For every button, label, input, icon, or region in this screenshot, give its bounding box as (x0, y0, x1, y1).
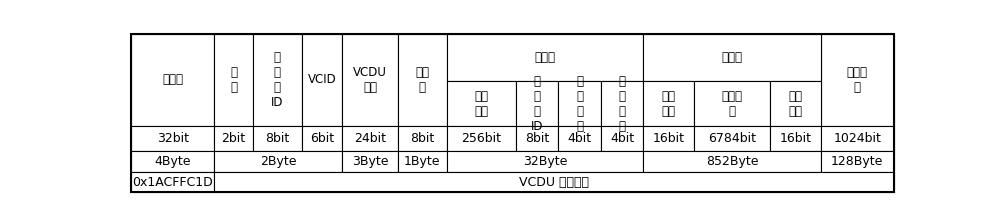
Text: 16bit: 16bit (653, 132, 685, 145)
Bar (770, 126, 821, 151)
Text: 128Byte: 128Byte (831, 155, 883, 168)
Bar (398, 151, 447, 172)
Text: 编码校
验: 编码校 验 (847, 66, 868, 94)
Text: 同步头: 同步头 (162, 73, 183, 86)
Text: 4bit: 4bit (610, 132, 634, 145)
Bar (398, 34, 447, 126)
Text: 版
本: 版 本 (230, 66, 237, 94)
Bar (131, 34, 214, 126)
Text: 插入域: 插入域 (534, 51, 555, 64)
Bar (821, 126, 894, 151)
Text: 3Byte: 3Byte (352, 155, 388, 168)
Bar (821, 34, 894, 126)
Bar (770, 81, 821, 126)
Text: 6784bit: 6784bit (708, 132, 756, 145)
Text: 数据区: 数据区 (722, 51, 743, 64)
Bar (131, 151, 214, 172)
Bar (643, 151, 821, 172)
Text: 0x1ACFFC1D: 0x1ACFFC1D (132, 176, 213, 189)
Bar (214, 34, 253, 126)
Text: 4bit: 4bit (567, 132, 591, 145)
Bar (694, 126, 770, 151)
Bar (131, 126, 214, 151)
Bar (516, 81, 558, 126)
Text: 8bit: 8bit (525, 132, 549, 145)
Bar (643, 126, 694, 151)
Bar (342, 34, 398, 126)
Text: 24bit: 24bit (354, 132, 386, 145)
Bar (643, 34, 821, 81)
Text: 852Byte: 852Byte (706, 155, 758, 168)
Text: 32bit: 32bit (157, 132, 189, 145)
Bar (398, 126, 447, 151)
Text: 源
卫
星
ID: 源 卫 星 ID (271, 51, 283, 109)
Text: 16bit: 16bit (779, 132, 811, 145)
Bar (214, 151, 342, 172)
Text: VCDU
计数: VCDU 计数 (353, 66, 387, 94)
Text: 8bit: 8bit (410, 132, 434, 145)
Text: 生
命
周
期: 生 命 周 期 (619, 75, 626, 133)
Text: 导头
指针: 导头 指针 (662, 90, 676, 118)
Text: 256bit: 256bit (461, 132, 501, 145)
Bar (558, 126, 601, 151)
Text: 1Byte: 1Byte (404, 155, 440, 168)
Text: 32Byte: 32Byte (523, 155, 567, 168)
Bar (214, 126, 253, 151)
Bar (643, 81, 694, 126)
Bar (302, 34, 342, 126)
Text: VCID: VCID (307, 73, 336, 86)
Bar (516, 126, 558, 151)
Bar (253, 34, 302, 126)
Text: 8bit: 8bit (265, 132, 289, 145)
Text: VCDU 数据单元: VCDU 数据单元 (519, 176, 589, 189)
Text: 4Byte: 4Byte (155, 155, 191, 168)
Bar (342, 151, 398, 172)
Bar (214, 172, 894, 192)
Bar (694, 81, 770, 126)
Text: 目
标
星
ID: 目 标 星 ID (531, 75, 543, 133)
Bar (253, 126, 302, 151)
Bar (447, 81, 516, 126)
Text: 有效数
据: 有效数 据 (722, 90, 743, 118)
Text: 信号
域: 信号 域 (415, 66, 429, 94)
Bar (342, 126, 398, 151)
Bar (447, 151, 643, 172)
Text: 2Byte: 2Byte (260, 155, 296, 168)
Bar (601, 81, 643, 126)
Text: 节
点
标
识: 节 点 标 识 (576, 75, 583, 133)
Bar (601, 126, 643, 151)
Bar (447, 126, 516, 151)
Bar (131, 172, 214, 192)
Bar (821, 151, 894, 172)
Text: 差错
控制: 差错 控制 (788, 90, 802, 118)
Text: 6bit: 6bit (310, 132, 334, 145)
Text: 1024bit: 1024bit (833, 132, 881, 145)
Text: 插入
业务: 插入 业务 (474, 90, 488, 118)
Bar (302, 126, 342, 151)
Bar (558, 81, 601, 126)
Text: 2bit: 2bit (222, 132, 246, 145)
Bar (447, 34, 643, 81)
